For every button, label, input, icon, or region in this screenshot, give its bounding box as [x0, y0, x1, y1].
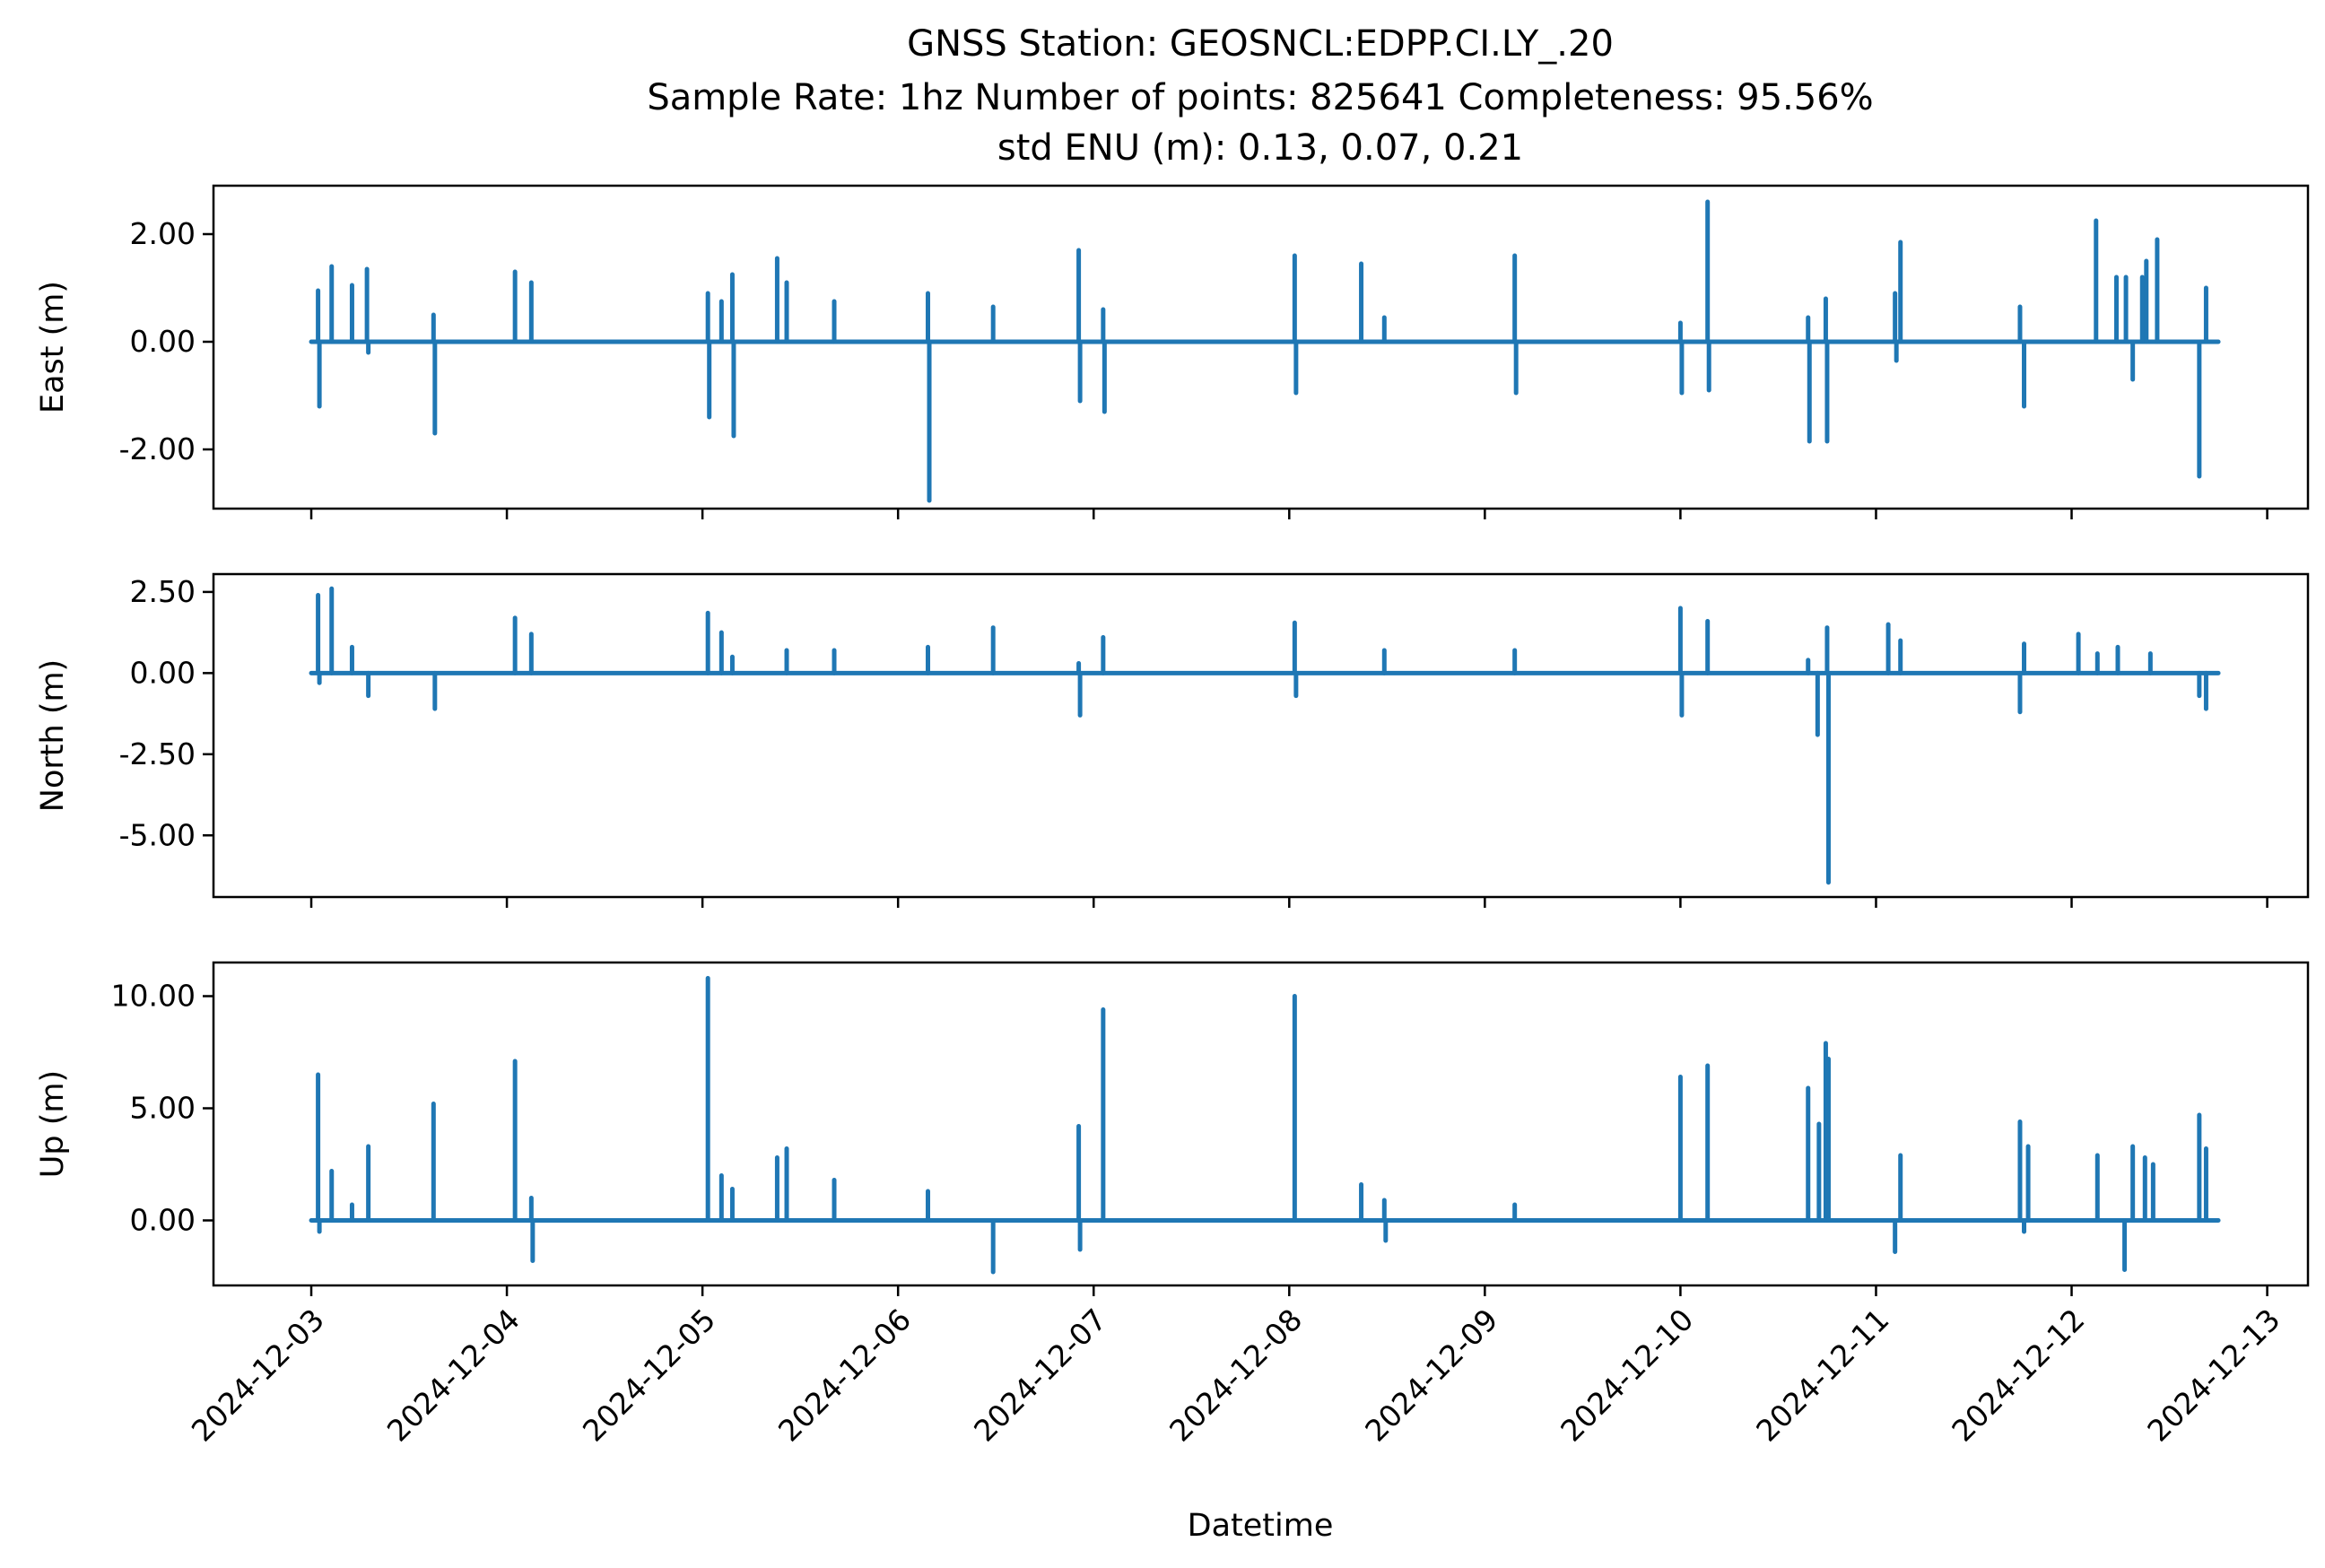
- y-tick-label: 0.00: [130, 324, 196, 359]
- y-tick-label: 2.50: [130, 574, 196, 609]
- panel-2: -5.00 -2.50 0.00 2.50 North (m): [35, 572, 2310, 908]
- axes-frame: [212, 184, 2310, 510]
- title-line-1: GNSS Station: GEOSNCL:EDPP.CI.LY_.20: [907, 23, 1614, 65]
- y-tick-label: 0.00: [130, 655, 196, 690]
- axes-frame: [212, 961, 2310, 1287]
- x-axis-label: Datetime: [1188, 1508, 1334, 1544]
- y-tick-label: -2.00: [119, 431, 196, 466]
- panels: -2.00 0.00 2.00 East (m) -5.00 -2.50 0.00 2.50 N…: [35, 184, 2310, 1296]
- y-axis-label: North (m): [35, 659, 71, 812]
- series-group: [309, 199, 2221, 503]
- panel-3: 0.00 5.00 10.00 Up (m): [35, 961, 2310, 1296]
- y-axis-label: East (m): [35, 281, 71, 414]
- axes-frame: [212, 572, 2310, 899]
- series-group: [309, 586, 2221, 885]
- y-tick-label: 0.00: [130, 1203, 196, 1238]
- series-group: [309, 976, 2221, 1275]
- y-tick-label: 2.00: [130, 216, 196, 251]
- y-tick-label: 10.00: [111, 979, 196, 1014]
- title-line-2: Sample Rate: 1hz Number of points: 82564…: [647, 77, 1873, 118]
- y-axis-label: Up (m): [35, 1070, 71, 1178]
- panel-1: -2.00 0.00 2.00 East (m): [35, 184, 2310, 519]
- y-tick-label: 5.00: [130, 1091, 196, 1126]
- y-tick-label: -2.50: [119, 736, 196, 771]
- figure-title: GNSS Station: GEOSNCL:EDPP.CI.LY_.20 Sam…: [647, 23, 1873, 169]
- y-tick-label: -5.00: [119, 817, 196, 852]
- title-line-3: std ENU (m): 0.13, 0.07, 0.21: [997, 127, 1523, 169]
